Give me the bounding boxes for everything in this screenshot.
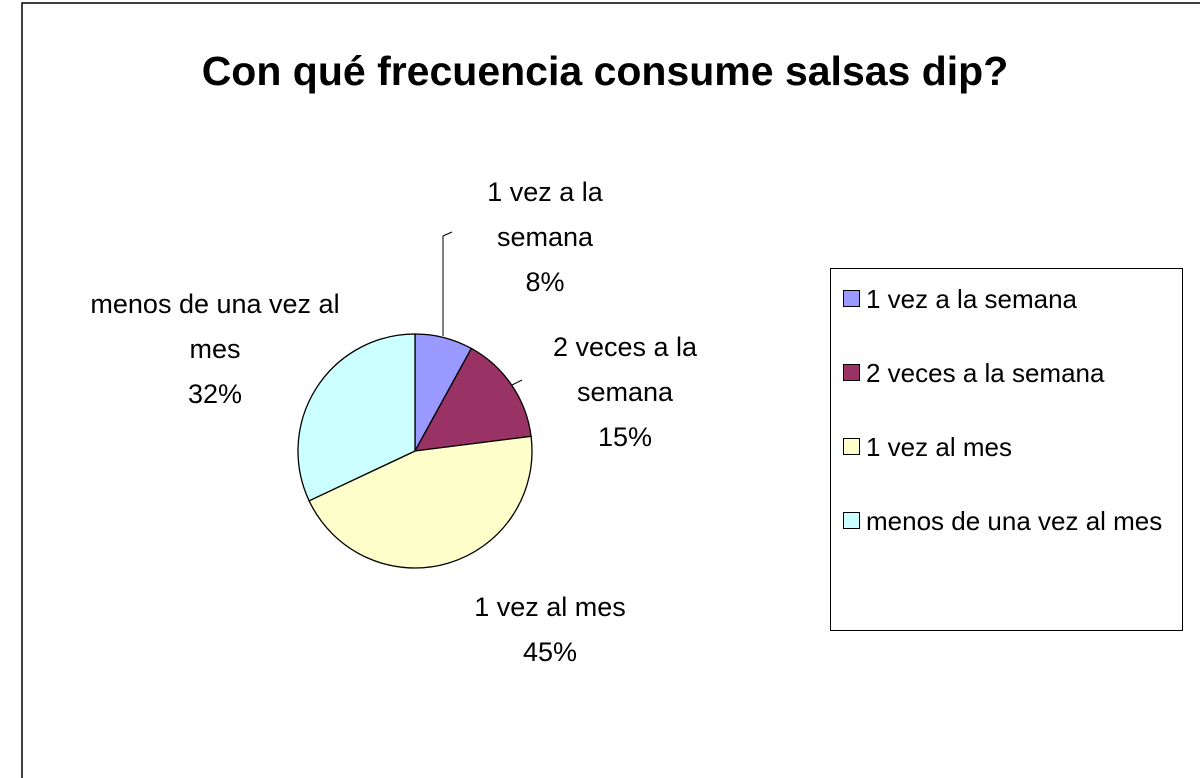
pie-slice — [413, 347, 532, 452]
data-label-category: 1 vez a la semana — [487, 177, 603, 252]
data-label-value: 32% — [187, 379, 243, 409]
leader-line — [511, 379, 523, 386]
legend-label: menos de una vez al mes — [866, 506, 1163, 536]
data-label-category: menos de una vez al mes — [90, 289, 340, 364]
data-label-value: 45% — [522, 637, 578, 667]
legend-swatch — [843, 364, 860, 381]
legend-label: 2 veces a la semana — [866, 358, 1105, 388]
chart-title: Con qué frecuencia consume salsas dip? — [201, 48, 1009, 94]
legend-label: 1 vez a la semana — [866, 284, 1078, 314]
legend-swatch — [843, 438, 860, 455]
data-label: menos de una vez al mes 32% — [85, 282, 345, 417]
pie-slice — [297, 333, 416, 502]
data-label: 2 veces a la semana 15% — [525, 325, 725, 460]
legend-swatch — [843, 512, 860, 529]
legend-swatch — [843, 290, 860, 307]
legend-label: 1 vez al mes — [866, 432, 1012, 462]
data-label-value: 8% — [525, 267, 565, 297]
legend-item: menos de una vez al mes — [843, 501, 1174, 541]
legend-item: 1 vez al mes — [843, 427, 1174, 467]
data-label: 1 vez al mes 45% — [430, 585, 670, 675]
legend-item: 1 vez a la semana — [843, 279, 1174, 319]
data-label-category: 2 veces a la semana — [552, 332, 698, 407]
leader-line — [442, 231, 453, 336]
legend: 1 vez a la semana 2 veces a la semana 1 ve… — [830, 268, 1183, 631]
legend-item: 2 veces a la semana — [843, 353, 1174, 393]
pie-slice — [308, 435, 533, 569]
data-label-value: 15% — [597, 422, 653, 452]
data-label-category: 1 vez al mes — [474, 592, 626, 622]
data-label: 1 vez a la semana 8% — [460, 170, 630, 305]
